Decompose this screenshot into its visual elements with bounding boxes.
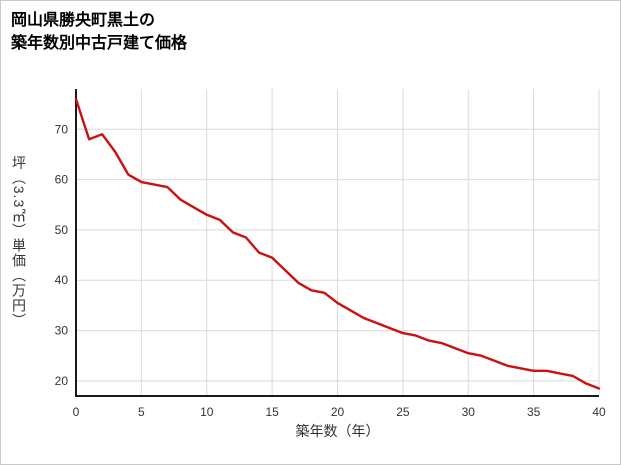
x-tick-label: 0 — [73, 405, 80, 419]
chart-title-line2: 築年数別中古戸建て価格 — [11, 35, 188, 53]
y-tick-label: 50 — [55, 223, 69, 237]
chart-title-line1: 岡山県勝央町黒土の — [11, 12, 156, 29]
x-axis-title: 築年数（年） — [295, 423, 380, 439]
x-tick-label: 15 — [265, 405, 279, 419]
y-tick-label: 40 — [55, 273, 69, 287]
y-axis-title: 坪（3.3㎡）単価（万円） — [11, 155, 27, 329]
gridlines — [76, 89, 600, 396]
x-tick-label: 10 — [200, 405, 214, 419]
y-tick-label: 60 — [55, 173, 69, 187]
x-tick-label: 40 — [592, 405, 606, 419]
chart-title: 岡山県勝央町黒土の 築年数別中古戸建て価格 — [11, 9, 187, 55]
axes — [75, 89, 599, 397]
y-tick-label: 20 — [55, 374, 69, 388]
x-tick-label: 20 — [331, 405, 345, 419]
tick-labels: 0 5 10 15 20 25 30 35 40 20 30 40 50 60 70 — [55, 122, 606, 419]
x-tick-label: 35 — [527, 405, 541, 419]
y-tick-label: 70 — [55, 122, 69, 136]
y-tick-label: 30 — [55, 324, 69, 338]
x-tick-label: 30 — [462, 405, 476, 419]
x-tick-label: 5 — [138, 405, 145, 419]
x-tick-label: 25 — [396, 405, 410, 419]
price-line — [74, 97, 601, 390]
